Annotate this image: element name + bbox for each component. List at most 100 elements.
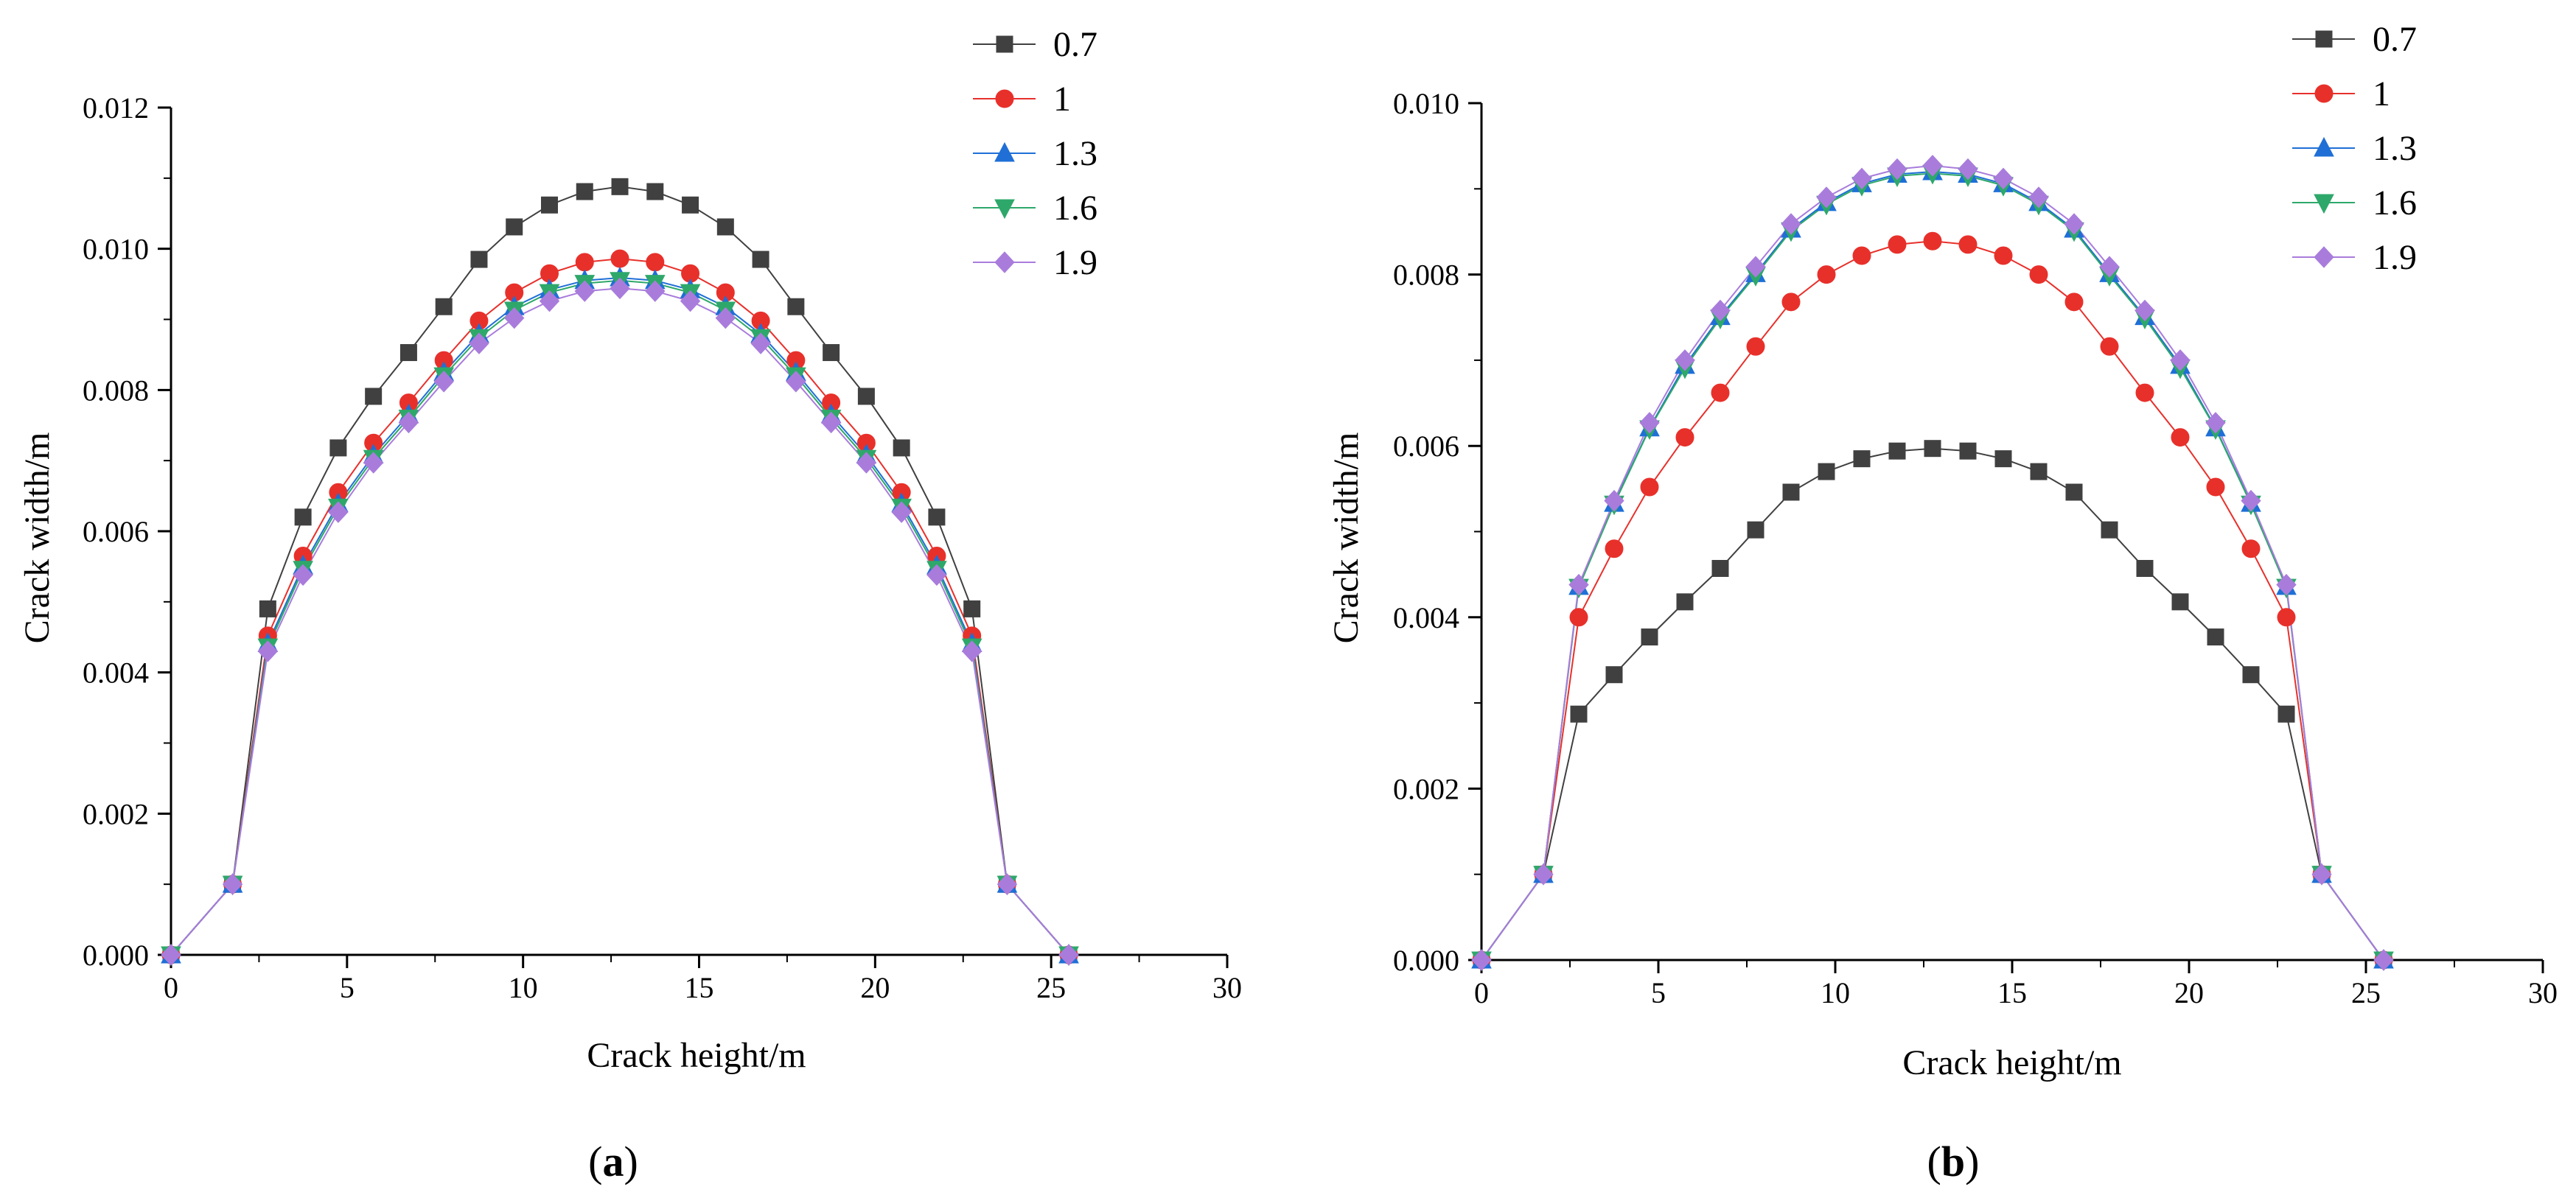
data-point-b-0 [2277,705,2295,723]
data-point-b-1 [2064,293,2084,312]
data-point-a-4 [504,306,525,329]
data-point-b-4 [1568,573,1589,596]
plot-area-a: 0 5 10 15 20 25 30 0.000 0.002 0.004 0.006 0.008 0.0… [83,25,1242,1004]
data-point-a-4 [257,640,279,662]
y-tick-label-b: 0.006 [1393,430,1459,463]
data-point-b-0 [1711,560,1729,578]
data-point-a-4 [680,290,701,312]
series-line-a-1 [170,258,1069,956]
data-point-a-0 [823,344,840,362]
data-point-a-0 [787,298,805,315]
data-point-a-4 [891,501,912,523]
data-point-a-0 [470,251,488,268]
y-tick-label-b: 0.004 [1393,601,1459,634]
data-point-a-4 [926,564,947,586]
data-point-a-0 [294,508,312,526]
legend-marker-a-2 [994,141,1015,162]
data-point-b-0 [1782,483,1800,501]
data-point-a-0 [540,196,558,214]
data-point-a-0 [329,439,347,457]
legend-label-a-4: 1.9 [1053,243,1097,282]
data-point-b-4 [1675,349,1695,371]
data-point-a-4 [1058,944,1079,966]
data-point-b-4 [1471,949,1492,971]
data-point-b-4 [2064,213,2084,235]
data-point-a-4 [469,332,489,354]
data-point-b-0 [1888,442,1906,460]
series-line-b-2 [1481,170,2384,961]
x-tick-label-b: 30 [2528,976,2558,1009]
data-point-a-0 [259,600,276,617]
data-point-a-0 [646,183,664,200]
legend-marker-b-0 [2315,30,2333,48]
y-tick-label-b: 0.008 [1393,259,1459,292]
y-tick-label-a: 0.012 [83,91,149,125]
series-line-b-0 [1481,447,2384,961]
data-point-b-4 [2311,863,2332,886]
data-point-a-4 [574,280,595,302]
x-tick-label-a: 0 [164,971,178,1004]
series-line-b-1 [1481,240,2384,961]
data-point-b-4 [2099,256,2120,278]
y-axis-title-a: Crack width/m [18,432,57,644]
series-line-a-3 [170,279,1069,956]
data-point-a-0 [611,178,629,195]
chart-panel-a: 0 5 10 15 20 25 30 0.000 0.002 0.004 0.006 0.008 0.0… [18,25,1242,1185]
data-point-b-1 [1781,293,1801,312]
data-point-a-0 [928,508,946,526]
data-point-a-4 [820,411,842,434]
data-point-b-4 [1639,412,1660,434]
data-point-b-1 [1852,246,1871,265]
legend-label-b-3: 1.6 [2373,183,2417,223]
data-point-b-0 [2171,593,2189,611]
data-point-b-4 [1993,167,2014,190]
data-point-b-1 [1958,235,1978,254]
legend-marker-a-1 [995,89,1014,108]
x-tick-label-b: 15 [1997,976,2027,1009]
data-point-b-0 [2242,666,2260,684]
legend-label-a-2: 1.3 [1053,134,1097,173]
data-point-a-0 [893,439,910,457]
data-point-a-0 [752,251,769,268]
panel-label-b: (b) [1927,1138,1980,1185]
data-point-b-0 [2101,521,2118,539]
data-point-a-4 [363,452,384,474]
data-point-a-4 [222,873,243,895]
legend-label-b-1: 1 [2373,74,2390,113]
x-tick-label-a: 30 [1212,971,1242,1004]
data-point-b-1 [2277,608,2296,627]
legend-marker-b-1 [2314,84,2334,103]
data-point-b-4 [2028,186,2049,209]
data-point-a-4 [962,640,982,662]
data-point-a-0 [716,218,734,236]
data-point-b-0 [1605,666,1623,684]
data-point-a-0 [682,196,699,214]
series-line-b-3 [1481,172,2384,961]
data-point-a-4 [539,290,560,312]
data-point-b-1 [1888,235,1907,254]
data-point-b-4 [1710,299,1731,322]
data-point-a-4 [398,411,419,434]
x-axis-title-b: Crack height/m [1902,1043,2121,1082]
data-point-b-4 [2135,299,2155,322]
x-tick-label-b: 10 [1821,976,1850,1009]
y-tick-label-a: 0.002 [83,797,149,830]
data-point-b-1 [1746,337,1765,356]
data-point-a-0 [506,218,523,236]
legend-marker-b-3 [2314,194,2334,214]
x-tick-label-a: 25 [1036,971,1066,1004]
data-point-a-4 [750,332,771,354]
y-tick-label-b: 0.002 [1393,772,1459,805]
y-tick-label-b: 0.000 [1393,944,1459,977]
data-point-a-4 [161,944,181,966]
data-point-b-1 [2100,337,2119,356]
data-point-a-0 [576,183,593,200]
data-point-b-0 [1570,705,1588,723]
data-point-a-4 [786,371,806,393]
data-point-a-4 [715,306,736,329]
data-point-b-1 [1640,477,1659,497]
data-point-a-4 [610,277,630,300]
data-point-b-4 [1887,158,1907,181]
x-tick-label-a: 20 [860,971,890,1004]
